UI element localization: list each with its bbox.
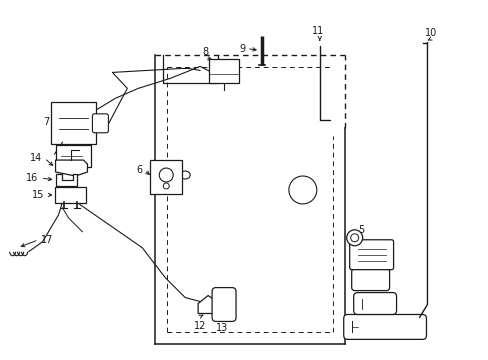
FancyBboxPatch shape (55, 187, 86, 203)
FancyBboxPatch shape (353, 293, 396, 315)
FancyBboxPatch shape (209, 59, 239, 84)
Circle shape (346, 230, 362, 246)
Circle shape (350, 234, 358, 242)
Text: 1: 1 (391, 324, 397, 334)
Text: 6: 6 (136, 165, 142, 175)
FancyBboxPatch shape (50, 102, 96, 144)
Text: 13: 13 (216, 323, 228, 333)
Text: 10: 10 (425, 28, 437, 37)
FancyBboxPatch shape (349, 240, 393, 270)
Text: 11: 11 (311, 26, 323, 36)
Text: 4: 4 (378, 250, 384, 260)
Circle shape (159, 168, 173, 182)
Text: 8: 8 (202, 48, 208, 58)
Text: 7: 7 (43, 117, 50, 127)
Text: 5: 5 (358, 225, 364, 235)
FancyBboxPatch shape (351, 269, 389, 291)
FancyBboxPatch shape (212, 288, 236, 321)
Polygon shape (56, 174, 77, 186)
Text: 9: 9 (239, 44, 244, 54)
FancyBboxPatch shape (343, 315, 426, 339)
Text: 3: 3 (371, 275, 377, 285)
Circle shape (163, 183, 169, 189)
Circle shape (288, 176, 316, 204)
Text: 17: 17 (41, 235, 53, 245)
Text: 14: 14 (30, 153, 42, 163)
FancyBboxPatch shape (150, 160, 182, 194)
Polygon shape (198, 296, 214, 314)
Text: 15: 15 (32, 190, 44, 200)
FancyBboxPatch shape (92, 114, 108, 133)
Ellipse shape (180, 171, 190, 179)
Text: 2: 2 (376, 300, 382, 310)
Text: 12: 12 (194, 321, 206, 332)
Text: 16: 16 (26, 173, 39, 183)
Polygon shape (56, 160, 87, 176)
FancyBboxPatch shape (56, 145, 91, 167)
